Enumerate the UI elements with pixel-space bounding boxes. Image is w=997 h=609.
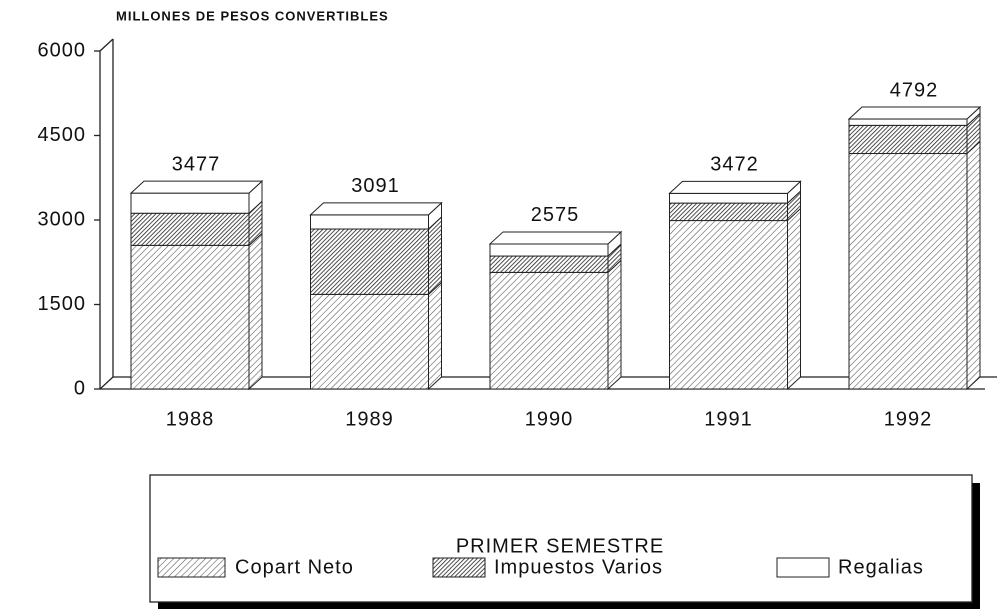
bar-top <box>488 231 623 245</box>
bar <box>848 124 968 155</box>
y-tick-label: 4500 <box>38 124 87 146</box>
bar <box>130 212 250 246</box>
y-tick-label: 1500 <box>38 293 87 315</box>
bar-side <box>428 281 442 391</box>
y-tick-label: 0 <box>74 377 86 399</box>
x-tick-label: 1990 <box>525 408 574 430</box>
bar <box>669 192 788 204</box>
bar-top <box>129 180 264 194</box>
bar-side <box>966 140 981 391</box>
bar <box>310 293 429 390</box>
total-label: 4792 <box>890 79 939 101</box>
bar <box>489 271 609 390</box>
bar <box>489 243 609 257</box>
legend-title: PRIMER SEMESTRE <box>456 535 664 557</box>
bar <box>310 214 429 230</box>
total-label: 2575 <box>531 204 580 226</box>
legend-label: Regalias <box>838 556 924 578</box>
bar <box>489 255 609 273</box>
bar-side <box>787 207 801 391</box>
bar <box>669 220 788 390</box>
legend-label: Copart Neto <box>235 556 354 578</box>
total-label: 3472 <box>710 154 759 176</box>
legend-box <box>149 474 973 603</box>
bar-side <box>248 232 263 391</box>
bar <box>130 244 250 390</box>
legend-swatch <box>776 557 830 578</box>
bar <box>669 202 788 222</box>
bar <box>848 118 968 126</box>
x-tick-label: 1991 <box>704 408 753 430</box>
y-tick-label: 6000 <box>38 39 87 61</box>
legend-label: Impuestos Varios <box>494 556 663 578</box>
bar <box>130 192 250 214</box>
total-label: 3477 <box>172 153 221 175</box>
total-label: 3091 <box>351 175 400 197</box>
bar-side <box>607 259 622 391</box>
bar-top <box>309 202 443 216</box>
floor-corner <box>99 376 114 390</box>
legend: PRIMER SEMESTRE <box>149 474 980 609</box>
bar-side <box>428 215 442 296</box>
y-tick-label: 3000 <box>38 208 87 230</box>
y-axis-label: MILLONES DE PESOS CONVERTIBLES <box>116 8 389 23</box>
x-tick-label: 1989 <box>345 408 394 430</box>
bar <box>310 228 429 295</box>
bar-top <box>847 106 982 120</box>
bar-top <box>668 180 802 194</box>
x-tick-label: 1988 <box>166 408 215 430</box>
legend-swatch <box>157 557 226 578</box>
bar <box>848 153 968 390</box>
axis-corner <box>99 38 114 52</box>
legend-swatch <box>432 557 486 578</box>
x-tick-label: 1992 <box>884 408 933 430</box>
